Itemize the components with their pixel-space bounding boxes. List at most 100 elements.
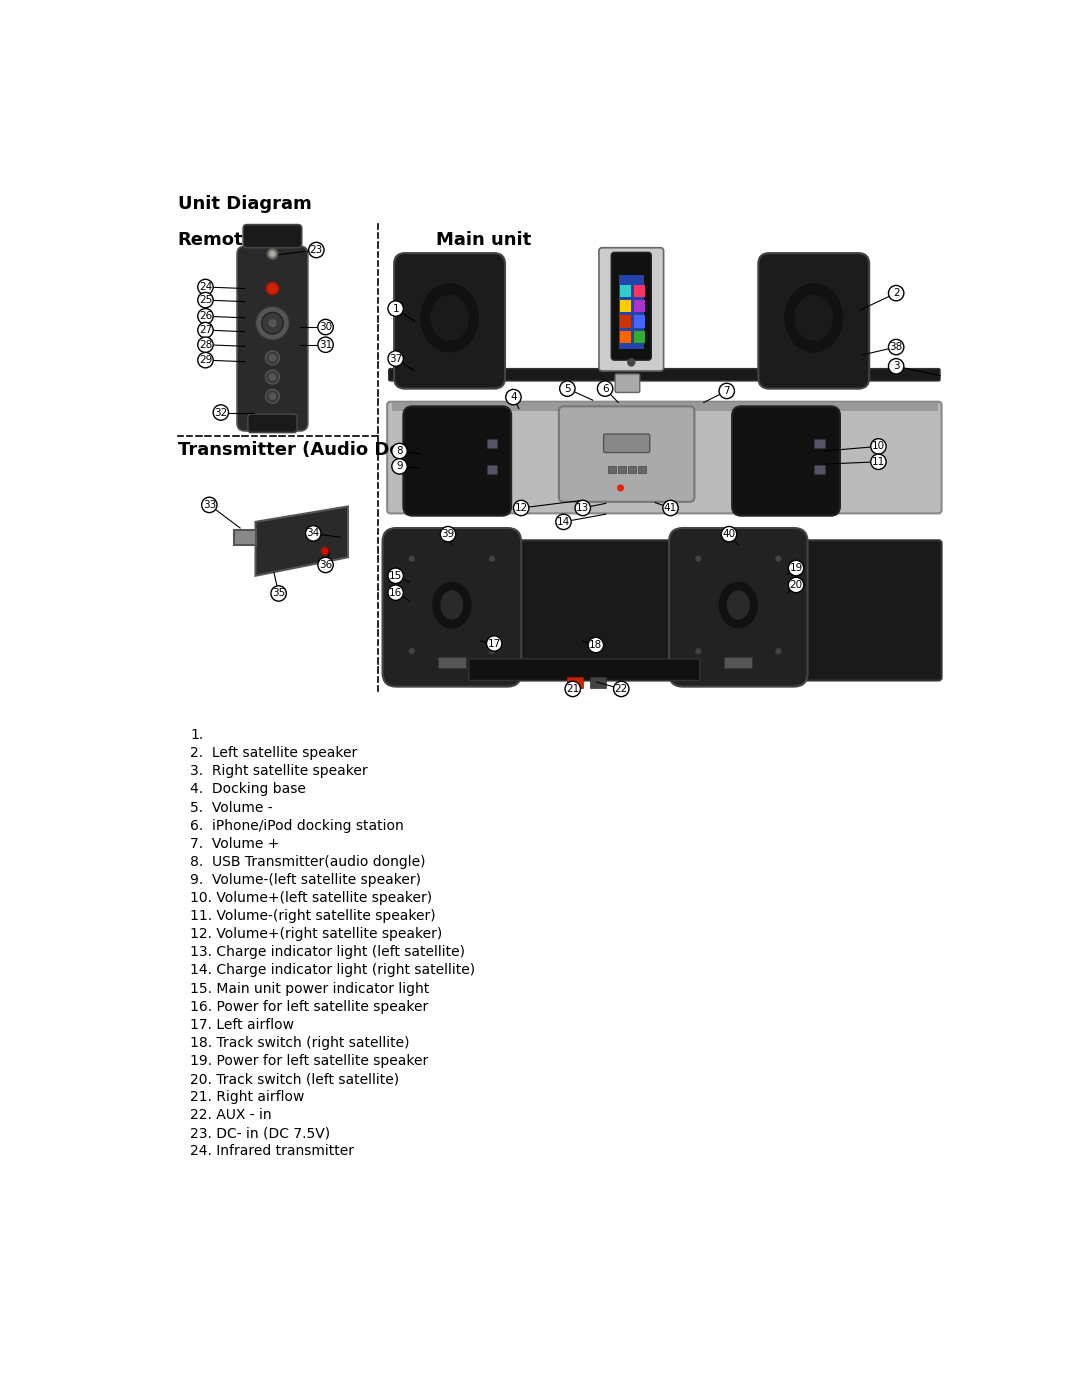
Circle shape: [392, 458, 407, 474]
FancyBboxPatch shape: [732, 407, 840, 515]
Text: 20: 20: [789, 580, 802, 590]
Text: 18: 18: [590, 640, 603, 650]
Text: 33: 33: [203, 500, 216, 510]
Text: 13. Charge indicator light (left satellite): 13. Charge indicator light (left satelli…: [190, 946, 465, 960]
Bar: [629, 467, 636, 472]
Text: 6.  iPhone/iPod docking station: 6. iPhone/iPod docking station: [190, 819, 404, 833]
Circle shape: [870, 439, 886, 454]
Text: 27: 27: [199, 326, 212, 335]
Text: 1.: 1.: [190, 728, 203, 742]
Circle shape: [556, 514, 571, 529]
Text: 17. Left airflow: 17. Left airflow: [190, 1018, 294, 1032]
Text: 29: 29: [199, 355, 212, 365]
Circle shape: [198, 279, 213, 295]
FancyBboxPatch shape: [382, 528, 522, 686]
Circle shape: [318, 557, 334, 573]
Bar: [634, 300, 645, 313]
Circle shape: [597, 381, 612, 397]
Text: 10. Volume+(left satellite speaker): 10. Volume+(left satellite speaker): [190, 891, 432, 905]
Circle shape: [775, 648, 782, 654]
Bar: [621, 316, 632, 328]
Circle shape: [269, 393, 276, 400]
Text: 9.  Volume-(left satellite speaker): 9. Volume-(left satellite speaker): [190, 873, 421, 887]
Polygon shape: [256, 507, 348, 576]
Text: 6: 6: [602, 384, 608, 394]
Circle shape: [198, 323, 213, 338]
Text: 14. Charge indicator light (right satellite): 14. Charge indicator light (right satell…: [190, 964, 475, 978]
FancyBboxPatch shape: [237, 246, 308, 432]
Circle shape: [408, 648, 415, 654]
Text: 34: 34: [307, 528, 320, 538]
Bar: [634, 316, 645, 328]
Text: Remote: Remote: [178, 231, 256, 249]
Circle shape: [788, 577, 804, 592]
FancyBboxPatch shape: [604, 434, 650, 453]
Bar: [392, 404, 939, 411]
Ellipse shape: [419, 282, 480, 353]
Circle shape: [388, 585, 403, 601]
FancyBboxPatch shape: [599, 247, 663, 372]
Text: 23: 23: [310, 244, 323, 256]
Circle shape: [788, 560, 804, 576]
Text: 36: 36: [319, 560, 333, 570]
Circle shape: [889, 339, 904, 355]
Bar: [725, 658, 752, 668]
Bar: [621, 331, 632, 344]
Ellipse shape: [727, 591, 750, 620]
Text: 2: 2: [893, 288, 900, 298]
FancyBboxPatch shape: [669, 528, 808, 686]
Bar: [813, 465, 824, 474]
Circle shape: [269, 373, 276, 381]
Ellipse shape: [795, 295, 833, 341]
Circle shape: [321, 548, 328, 555]
Circle shape: [266, 390, 280, 404]
Text: 20. Track switch (left satellite): 20. Track switch (left satellite): [190, 1071, 400, 1085]
Circle shape: [198, 337, 213, 352]
Bar: [567, 678, 583, 689]
Circle shape: [309, 242, 324, 257]
Circle shape: [266, 370, 280, 384]
Circle shape: [198, 352, 213, 367]
Text: 12: 12: [514, 503, 528, 513]
Circle shape: [696, 648, 701, 654]
Text: 38: 38: [890, 342, 903, 352]
Text: 23. DC- in (DC 7.5V): 23. DC- in (DC 7.5V): [190, 1126, 330, 1140]
Circle shape: [505, 390, 522, 405]
Circle shape: [269, 353, 276, 362]
Circle shape: [408, 556, 415, 562]
Text: Main unit: Main unit: [436, 231, 531, 249]
Text: 32: 32: [214, 408, 228, 418]
Circle shape: [256, 306, 289, 339]
Text: 7.  Volume +: 7. Volume +: [190, 837, 280, 851]
Circle shape: [627, 359, 635, 366]
Text: 41: 41: [664, 503, 677, 513]
Circle shape: [269, 251, 275, 257]
Bar: [621, 285, 632, 298]
FancyBboxPatch shape: [387, 402, 942, 513]
Circle shape: [261, 313, 283, 334]
Text: 11. Volume-(right satellite speaker): 11. Volume-(right satellite speaker): [190, 909, 435, 923]
Text: 25: 25: [199, 295, 212, 305]
Circle shape: [271, 585, 286, 601]
Ellipse shape: [432, 581, 472, 629]
Text: 8: 8: [396, 446, 403, 455]
Circle shape: [388, 351, 403, 366]
Circle shape: [489, 556, 495, 562]
Text: 40: 40: [723, 529, 735, 539]
Bar: [634, 285, 645, 298]
Text: 13: 13: [576, 503, 590, 513]
FancyBboxPatch shape: [616, 374, 639, 393]
Circle shape: [268, 319, 278, 328]
Text: 5: 5: [564, 384, 570, 394]
Text: 5.  Volume -: 5. Volume -: [190, 800, 272, 814]
Circle shape: [306, 525, 321, 541]
Text: 14: 14: [557, 517, 570, 527]
Text: 7: 7: [724, 386, 730, 395]
Circle shape: [489, 648, 495, 654]
Circle shape: [870, 454, 886, 469]
Bar: [486, 465, 497, 474]
Circle shape: [663, 500, 678, 515]
FancyBboxPatch shape: [387, 541, 942, 680]
Circle shape: [318, 320, 334, 335]
FancyBboxPatch shape: [394, 253, 505, 388]
